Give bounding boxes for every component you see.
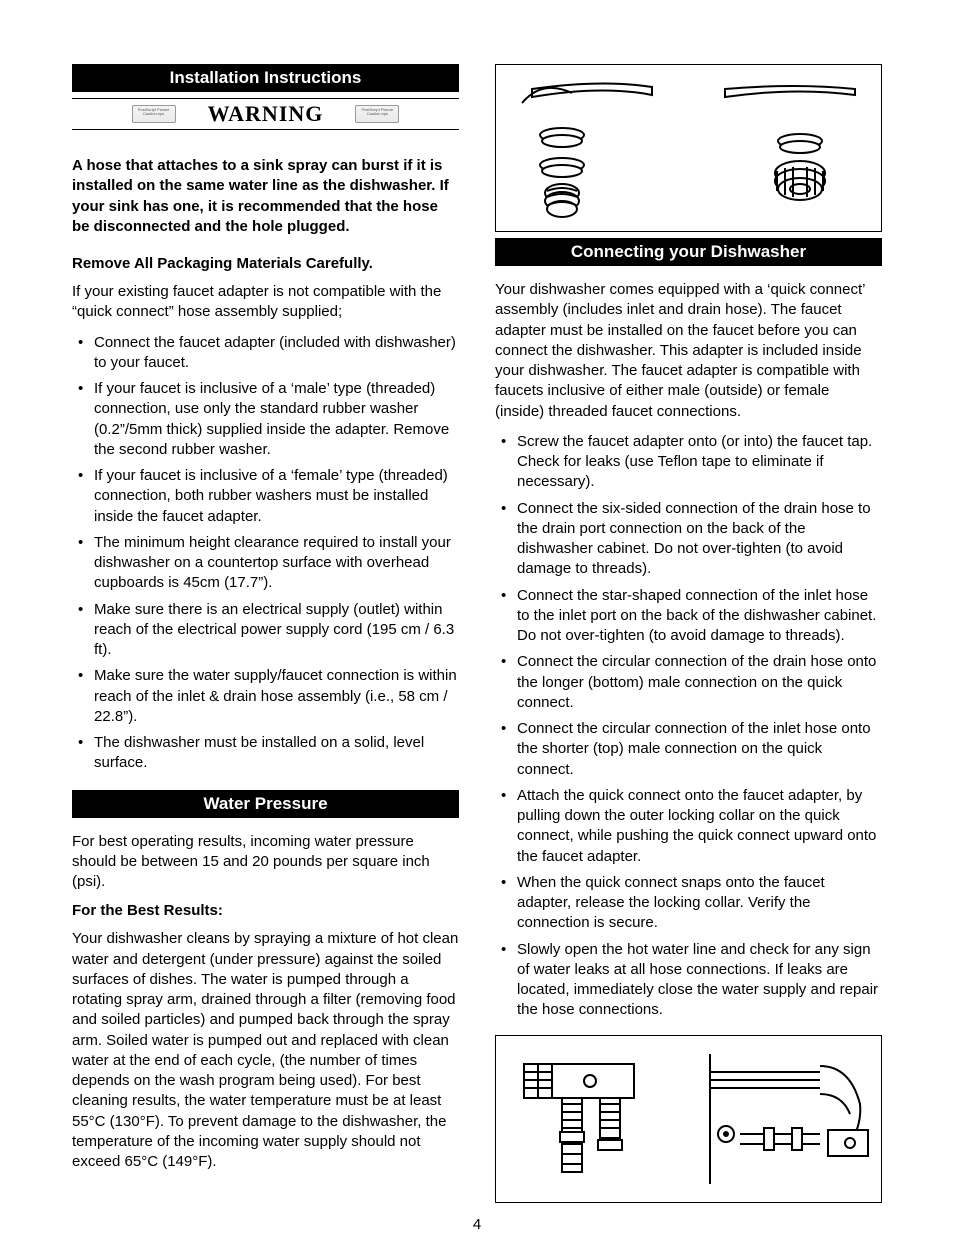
right-column: Connecting your Dishwasher Your dishwash… — [495, 64, 882, 1209]
page-number: 4 — [0, 1216, 954, 1233]
warning-icon-right: PostScript Picture Caution.eps — [355, 105, 399, 123]
best-results-heading: For the Best Results: — [72, 902, 459, 919]
installation-header: Installation Instructions — [72, 64, 459, 92]
connecting-paragraph: Your dishwasher comes equipped with a ‘q… — [495, 280, 882, 422]
faucet-illustration-left — [496, 65, 689, 231]
list-item: Make sure there is an electrical supply … — [72, 600, 459, 661]
list-item: Attach the quick connect onto the faucet… — [495, 786, 882, 867]
warning-icon-left: PostScript Picture Caution.eps — [132, 105, 176, 123]
adapter-paragraph: If your existing faucet adapter is not c… — [72, 282, 459, 323]
faucet-illustration-right — [689, 65, 882, 231]
connecting-bullets: Screw the faucet adapter onto (or into) … — [495, 432, 882, 1021]
list-item: Connect the faucet adapter (included wit… — [72, 333, 459, 374]
list-item: Connect the circular connection of the i… — [495, 719, 882, 780]
faucet-figure — [495, 64, 882, 232]
left-column: Installation Instructions PostScript Pic… — [72, 64, 459, 1209]
water-pressure-paragraph: For best operating results, incoming wat… — [72, 832, 459, 893]
list-item: Slowly open the hot water line and check… — [495, 940, 882, 1021]
list-item: If your faucet is inclusive of a ‘female… — [72, 466, 459, 527]
warning-paragraph: A hose that attaches to a sink spray can… — [72, 156, 459, 237]
list-item: When the quick connect snaps onto the fa… — [495, 873, 882, 934]
list-item: Connect the star-shaped connection of th… — [495, 586, 882, 647]
list-item: Connect the circular connection of the d… — [495, 652, 882, 713]
install-bullets: Connect the faucet adapter (included wit… — [72, 333, 459, 774]
page: Installation Instructions PostScript Pic… — [0, 0, 954, 1249]
remove-heading: Remove All Packaging Materials Carefully… — [72, 255, 459, 272]
list-item: Connect the six-sided connection of the … — [495, 499, 882, 580]
warning-block: PostScript Picture Caution.eps WARNING P… — [72, 98, 459, 130]
warning-label: WARNING — [208, 101, 324, 127]
best-results-paragraph: Your dishwasher cleans by spraying a mix… — [72, 929, 459, 1172]
warning-row: PostScript Picture Caution.eps WARNING P… — [72, 98, 459, 130]
quick-connect-illustration — [496, 1036, 692, 1202]
list-item: The dishwasher must be installed on a so… — [72, 733, 459, 774]
water-pressure-header: Water Pressure — [72, 790, 459, 818]
hose-connection-illustration — [692, 1036, 888, 1202]
list-item: If your faucet is inclusive of a ‘male’ … — [72, 379, 459, 460]
list-item: Make sure the water supply/faucet connec… — [72, 666, 459, 727]
quick-connect-figure — [495, 1035, 882, 1203]
list-item: Screw the faucet adapter onto (or into) … — [495, 432, 882, 493]
connecting-header: Connecting your Dishwasher — [495, 238, 882, 266]
list-item: The minimum height clearance required to… — [72, 533, 459, 594]
